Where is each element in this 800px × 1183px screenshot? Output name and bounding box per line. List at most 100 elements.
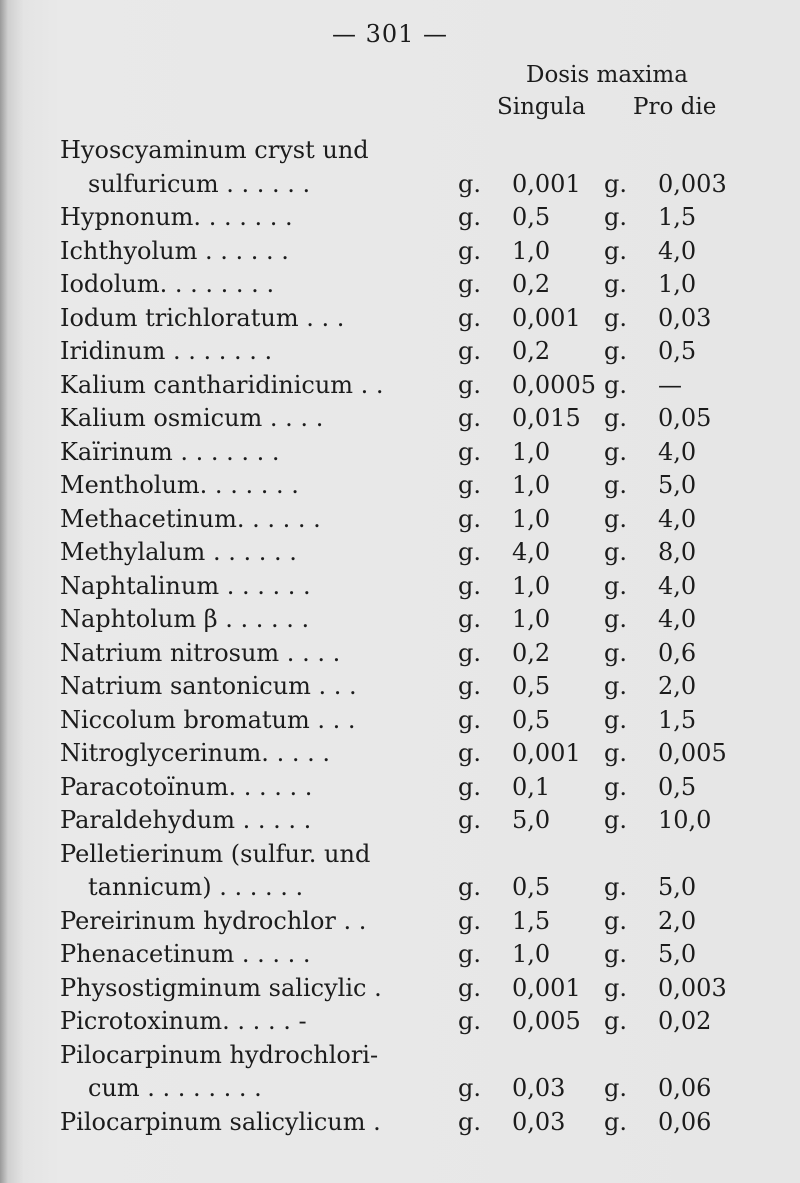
drug-name: Mentholum. . . . . . .: [60, 471, 299, 499]
table-row: Kalium osmicum . . . . g. 0,015 g. 0,05: [0, 402, 800, 436]
singula-value: 1,0: [512, 571, 551, 600]
drug-name: Kaïrinum . . . . . . .: [60, 437, 280, 466]
header-pro-die: Pro die: [633, 94, 717, 120]
singula-value: 0,5: [512, 705, 551, 734]
drug-name: Iodolum. . . . . . . .: [60, 270, 275, 298]
pro-die-value: 4,0: [658, 605, 697, 633]
unit-label: g.: [604, 906, 627, 935]
unit-label: g.: [458, 538, 481, 566]
unit-label: g.: [604, 638, 627, 667]
table-row: Iodum trichloratum . . . g. 0,001 g. 0,03: [0, 302, 800, 336]
header-dosis-maxima: Dosis maxima: [526, 62, 688, 88]
drug-name: Pilocarpinum salicylicum .: [60, 1107, 381, 1136]
pro-die-value: 0,003: [658, 169, 727, 198]
pro-die-value: 5,0: [658, 940, 697, 968]
drug-name: Natrium santonicum . . .: [60, 672, 357, 700]
table-row: Kalium cantharidinicum . . g. 0,0005 g. —: [0, 369, 800, 403]
drug-name: Pereirinum hydrochlor . .: [60, 906, 367, 935]
singula-value: 1,0: [512, 605, 551, 633]
drug-name: Iridinum . . . . . . .: [60, 337, 273, 365]
singula-value: 1,0: [512, 236, 551, 265]
unit-label: g.: [458, 504, 481, 533]
unit-label: g.: [458, 940, 481, 968]
unit-label: g.: [458, 370, 481, 399]
table-row: Paracotoïnum. . . . . . g. 0,1 g. 0,5: [0, 771, 800, 805]
table-row: Pereirinum hydrochlor . . g. 1,5 g. 2,0: [0, 905, 800, 939]
drug-name: Kalium osmicum . . . .: [60, 404, 324, 432]
table-row: Picrotoxinum. . . . . - g. 0,005 g. 0,02: [0, 1005, 800, 1039]
table-row: Hyoscyaminum cryst und: [0, 134, 800, 168]
pro-die-value: 0,06: [658, 1107, 712, 1136]
drug-name: tannicum) . . . . . .: [88, 873, 304, 901]
unit-label: g.: [458, 236, 481, 265]
unit-label: g.: [458, 806, 481, 834]
drug-name: Ichthyolum . . . . . .: [60, 236, 289, 265]
pro-die-value: 5,0: [658, 873, 697, 901]
unit-label: g.: [458, 772, 481, 801]
drug-name: cum . . . . . . . .: [88, 1074, 262, 1102]
table-row: tannicum) . . . . . . g. 0,5 g. 5,0: [0, 871, 800, 905]
drug-name: Hyoscyaminum cryst und: [60, 136, 369, 164]
singula-value: 0,5: [512, 203, 551, 231]
unit-label: g.: [458, 404, 481, 432]
table-row: Mentholum. . . . . . . g. 1,0 g. 5,0: [0, 469, 800, 503]
drug-name: Physostigminum salicylic .: [60, 973, 382, 1002]
table-row: Physostigminum salicylic . g. 0,001 g. 0,003: [0, 972, 800, 1006]
page-number: — 301 —: [331, 20, 449, 48]
unit-label: g.: [458, 873, 481, 901]
unit-label: g.: [458, 571, 481, 600]
singula-value: 0,001: [512, 739, 581, 767]
drug-name: Methacetinum. . . . . .: [60, 504, 321, 533]
drug-name: Pilocarpinum hydrochlori-: [60, 1040, 379, 1069]
table-row: Pilocarpinum salicylicum . g. 0,03 g. 0,06: [0, 1106, 800, 1140]
singula-value: 0,001: [512, 169, 581, 198]
singula-value: 1,5: [512, 906, 551, 935]
singula-value: 0,001: [512, 973, 581, 1002]
singula-value: 0,2: [512, 337, 551, 365]
pro-die-value: 0,06: [658, 1074, 712, 1102]
unit-label: g.: [458, 672, 481, 700]
singula-value: 0,03: [512, 1107, 566, 1136]
pro-die-value: 10,0: [658, 806, 712, 834]
table-row: Iridinum . . . . . . . g. 0,2 g. 0,5: [0, 335, 800, 369]
drug-name: Iodum trichloratum . . .: [60, 303, 345, 332]
table-row: Nitroglycerinum. . . . . g. 0,001 g. 0,005: [0, 737, 800, 771]
unit-label: g.: [604, 203, 627, 231]
drug-name: Paracotoïnum. . . . . .: [60, 772, 313, 801]
unit-label: g.: [604, 973, 627, 1002]
table-row: Paraldehydum . . . . . g. 5,0 g. 10,0: [0, 804, 800, 838]
drug-name: Natrium nitrosum . . . .: [60, 638, 341, 667]
unit-label: g.: [458, 1007, 481, 1035]
unit-label: g.: [458, 203, 481, 231]
unit-label: g.: [458, 605, 481, 633]
pro-die-value: 0,05: [658, 404, 712, 432]
singula-value: 0,1: [512, 772, 551, 801]
pro-die-value: 4,0: [658, 437, 697, 466]
pro-die-value: 0,03: [658, 303, 712, 332]
drug-name: Phenacetinum . . . . .: [60, 940, 311, 968]
unit-label: g.: [604, 404, 627, 432]
pro-die-value: 0,6: [658, 638, 697, 667]
singula-value: 0,5: [512, 672, 551, 700]
pro-die-value: 1,5: [658, 203, 697, 231]
pro-die-value: 1,5: [658, 705, 697, 734]
unit-label: g.: [458, 437, 481, 466]
table-row: sulfuricum . . . . . . g. 0,001 g. 0,003: [0, 168, 800, 202]
unit-label: g.: [604, 504, 627, 533]
unit-label: g.: [604, 1107, 627, 1136]
unit-label: g.: [458, 739, 481, 767]
table-row: Hypnonum. . . . . . . g. 0,5 g. 1,5: [0, 201, 800, 235]
drug-name: Picrotoxinum. . . . . -: [60, 1007, 307, 1035]
dosage-table: Hyoscyaminum cryst und sulfuricum . . . .…: [0, 134, 800, 1139]
unit-label: g.: [604, 739, 627, 767]
unit-label: g.: [604, 270, 627, 298]
unit-label: g.: [604, 303, 627, 332]
unit-label: g.: [604, 1074, 627, 1102]
unit-label: g.: [604, 806, 627, 834]
pro-die-value: 1,0: [658, 270, 697, 298]
header-singula: Singula: [497, 94, 586, 120]
unit-label: g.: [604, 337, 627, 365]
singula-value: 1,0: [512, 940, 551, 968]
drug-name: Paraldehydum . . . . .: [60, 806, 312, 834]
unit-label: g.: [458, 169, 481, 198]
